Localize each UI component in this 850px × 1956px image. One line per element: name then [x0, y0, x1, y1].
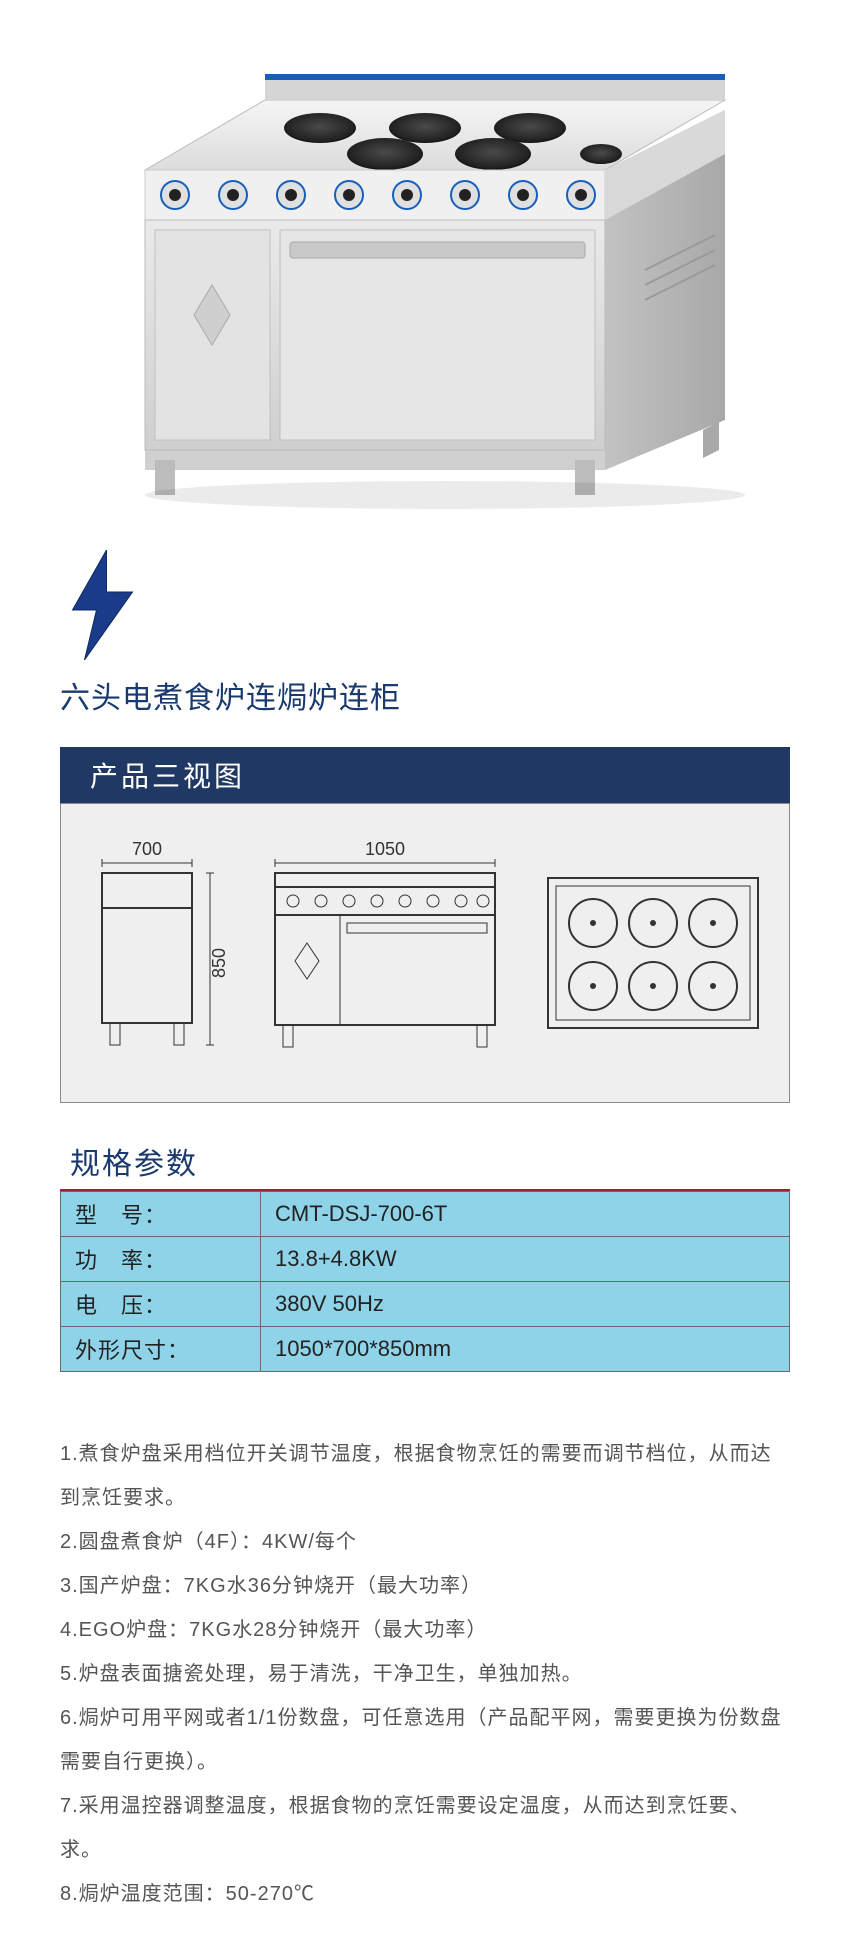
- section-banner-threeview: 产品三视图: [60, 747, 790, 803]
- spec-value: 1050*700*850mm: [261, 1327, 790, 1372]
- front-view: 1050: [255, 833, 515, 1073]
- spec-value: 13.8+4.8KW: [261, 1237, 790, 1282]
- spec-label: 外形尺寸：: [61, 1327, 261, 1372]
- desc-line: 8.焗炉温度范围：50-270℃: [60, 1872, 790, 1916]
- spec-heading: 规格参数: [60, 1133, 790, 1191]
- product-title: 六头电煮食炉连焗炉连柜: [60, 673, 790, 717]
- product-photo: [0, 0, 850, 540]
- description-list: 1.煮食炉盘采用档位开关调节温度，根据食物烹饪的需要而调节档位，从而达到烹饪要求…: [60, 1432, 790, 1916]
- desc-line: 2.圆盘煮食炉（4F）：4KW/每个: [60, 1520, 790, 1564]
- spec-value: CMT-DSJ-700-6T: [261, 1192, 790, 1237]
- table-row: 功 率： 13.8+4.8KW: [61, 1237, 790, 1282]
- spec-value: 380V 50Hz: [261, 1282, 790, 1327]
- spec-label: 功 率：: [61, 1237, 261, 1282]
- dim-width: 1050: [365, 839, 405, 859]
- desc-line: 6.焗炉可用平网或者1/1份数盘，可任意选用（产品配平网，需要更换为份数盘需要自…: [60, 1696, 790, 1784]
- spec-label: 电 压：: [61, 1282, 261, 1327]
- desc-line: 1.煮食炉盘采用档位开关调节温度，根据食物烹饪的需要而调节档位，从而达到烹饪要求…: [60, 1432, 790, 1520]
- table-row: 型 号： CMT-DSJ-700-6T: [61, 1192, 790, 1237]
- desc-line: 7.采用温控器调整温度，根据食物的烹饪需要设定温度，从而达到烹饪要、求。: [60, 1784, 790, 1872]
- spec-label: 型 号：: [61, 1192, 261, 1237]
- dim-depth: 700: [132, 839, 162, 859]
- desc-line: 3.国产炉盘：7KG水36分钟烧开（最大功率）: [60, 1564, 790, 1608]
- table-row: 外形尺寸： 1050*700*850mm: [61, 1327, 790, 1372]
- lightning-icon: [60, 550, 145, 660]
- desc-line: 4.EGO炉盘：7KG水28分钟烧开（最大功率）: [60, 1608, 790, 1652]
- top-view: [538, 868, 768, 1038]
- stove-illustration: [85, 30, 765, 510]
- spec-table: 型 号： CMT-DSJ-700-6T 功 率： 13.8+4.8KW 电 压：…: [60, 1191, 790, 1372]
- table-row: 电 压： 380V 50Hz: [61, 1282, 790, 1327]
- desc-line: 5.炉盘表面搪瓷处理，易于清洗，干净卫生，单独加热。: [60, 1652, 790, 1696]
- side-view: 700 850: [82, 833, 232, 1073]
- dim-height: 850: [209, 948, 229, 978]
- three-view-drawings: 700 850 1050: [60, 803, 790, 1103]
